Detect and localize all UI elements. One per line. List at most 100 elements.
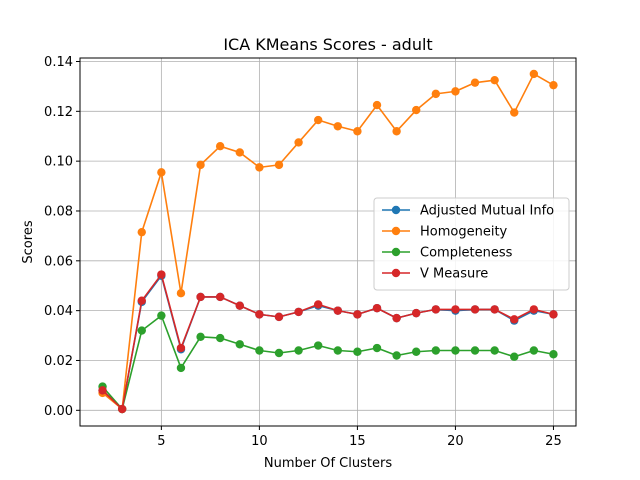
data-point <box>353 347 362 356</box>
x-axis-label: Number Of Clusters <box>264 456 392 471</box>
data-point <box>412 308 421 318</box>
x-tick-label: 20 <box>447 434 464 449</box>
data-point <box>294 307 303 317</box>
data-point <box>529 305 539 314</box>
x-tick-label: 5 <box>157 434 165 449</box>
data-point <box>215 292 225 302</box>
legend-entry: Completeness <box>382 246 513 261</box>
data-point <box>392 313 401 323</box>
y-tick-label: 0.06 <box>44 254 73 269</box>
series-homogeneity <box>98 69 558 414</box>
data-point <box>353 310 362 319</box>
data-point <box>313 341 323 350</box>
data-point <box>294 138 303 147</box>
data-point <box>313 115 323 125</box>
data-point <box>137 326 146 335</box>
data-point <box>196 332 205 342</box>
legend-label: Adjusted Mutual Info <box>420 204 554 219</box>
legend-label: Homogeneity <box>420 225 508 240</box>
legend-marker <box>391 226 401 236</box>
data-point <box>157 311 166 320</box>
y-tick-label: 0.04 <box>44 304 73 319</box>
data-point <box>255 163 264 172</box>
legend-label: V Measure <box>420 267 488 282</box>
y-tick-label: 0.08 <box>44 204 73 219</box>
data-point <box>372 303 382 313</box>
data-point <box>215 142 225 151</box>
x-tick-label: 25 <box>545 434 562 449</box>
data-point <box>470 78 480 87</box>
x-tick-label: 10 <box>251 434 268 449</box>
series-line <box>101 274 554 410</box>
legend-entry: Homogeneity <box>382 225 508 240</box>
data-point <box>333 346 343 355</box>
data-point <box>451 305 460 314</box>
data-point <box>274 348 284 358</box>
data-point <box>235 340 244 349</box>
data-point <box>412 105 421 115</box>
data-point <box>353 127 362 136</box>
chart-title: ICA KMeans Scores - adult <box>223 35 432 54</box>
data-point <box>313 300 323 309</box>
data-point <box>549 350 558 359</box>
plot-frame <box>79 57 577 427</box>
data-point <box>235 301 244 310</box>
series-v-measure <box>98 270 558 414</box>
legend-box <box>373 197 570 291</box>
data-point <box>196 292 205 302</box>
data-point <box>157 168 166 177</box>
data-point <box>294 346 303 355</box>
data-point <box>333 306 343 315</box>
series-layer <box>98 69 558 414</box>
data-point <box>274 160 284 170</box>
legend-entry: V Measure <box>382 267 488 282</box>
data-point <box>333 122 343 131</box>
legend-label: Completeness <box>420 246 513 261</box>
y-tick-label: 0.00 <box>44 404 73 419</box>
data-point <box>431 305 441 314</box>
data-point <box>176 343 186 353</box>
data-point <box>510 108 519 117</box>
data-point <box>392 351 401 360</box>
series-line <box>101 314 554 410</box>
y-axis-label: Scores <box>21 220 36 263</box>
data-point <box>549 80 558 90</box>
data-point <box>372 100 382 110</box>
data-point <box>510 315 519 324</box>
data-point <box>274 312 284 322</box>
data-point <box>215 333 225 343</box>
y-tick-label: 0.10 <box>44 155 73 170</box>
legend-marker <box>391 268 401 278</box>
data-point <box>490 346 499 355</box>
legend-entry: Adjusted Mutual Info <box>382 204 554 219</box>
data-point <box>235 148 244 157</box>
data-point <box>431 346 441 355</box>
data-point <box>137 296 146 305</box>
data-point <box>529 346 539 355</box>
data-point <box>470 305 480 314</box>
data-point <box>451 346 460 355</box>
data-point <box>196 160 205 170</box>
data-point <box>549 310 558 319</box>
series-completeness <box>98 311 558 414</box>
data-point <box>255 310 264 319</box>
data-point <box>137 227 146 237</box>
data-point <box>490 305 499 314</box>
data-point <box>470 346 480 355</box>
legend-marker <box>391 247 401 257</box>
data-point <box>372 343 382 353</box>
data-point <box>451 87 460 96</box>
data-point <box>98 386 107 395</box>
series-adjusted-mutual-info <box>98 271 558 414</box>
data-point <box>157 270 166 279</box>
x-tick-label: 15 <box>349 434 366 449</box>
y-tick-label: 0.14 <box>44 55 73 70</box>
data-point <box>529 69 539 79</box>
y-tick-label: 0.02 <box>44 354 73 369</box>
axis-ticks: 5 10 15 20 25 0.00 0.02 0.04 0.06 0.08 0.10 0.12 0.1… <box>44 55 562 449</box>
data-point <box>117 404 127 414</box>
data-point <box>510 352 519 361</box>
data-point <box>176 289 186 298</box>
data-point <box>392 127 401 136</box>
